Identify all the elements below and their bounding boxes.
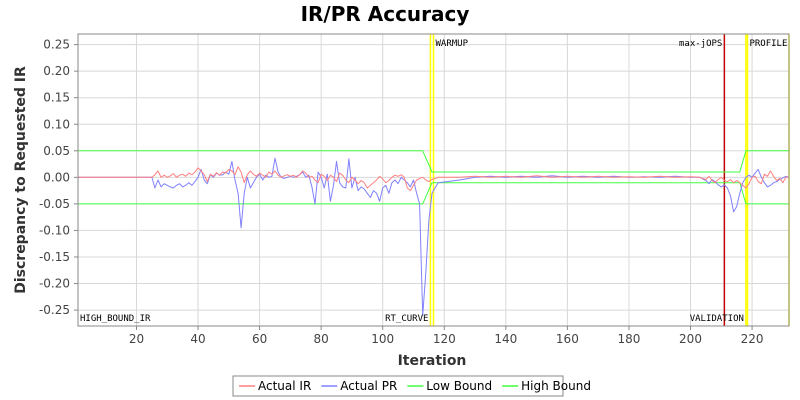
y-tick-label: 0.05 [43,144,70,158]
x-tick-label: 220 [741,332,764,346]
legend-label: Actual IR [258,379,311,393]
marker-label: RT_CURVE [385,314,428,324]
series-line [78,166,789,192]
x-tick-label: 20 [129,332,144,346]
y-tick-label: -0.05 [39,197,70,211]
series-line [78,150,789,173]
x-tick-label: 120 [433,332,456,346]
x-tick-label: 60 [252,332,267,346]
x-axis-label: Iteration [398,353,467,369]
marker-label: max-jOPS [679,39,722,49]
legend-box [232,375,564,397]
y-tick-label: 0.25 [43,38,70,52]
y-axis-label: Discrepancy to Requested IR [13,66,29,294]
x-tick-label: 200 [679,332,702,346]
y-tick-label: 0.15 [43,91,70,105]
legend-label: Actual PR [340,379,397,393]
corner-label: HIGH_BOUND_IR [80,314,151,324]
x-tick-label: 100 [371,332,394,346]
y-tick-label: -0.15 [39,250,70,264]
y-tick-label: 0.10 [43,117,70,131]
legend-label: Low Bound [426,379,492,393]
marker-label: PROFILE [749,39,787,49]
marker-label: WARMUP [436,39,469,49]
y-tick-label: -0.25 [39,303,70,317]
x-tick-label: 160 [556,332,579,346]
x-tick-label: 40 [190,332,205,346]
marker-label: VALIDATION [690,314,744,324]
plot-border [77,33,790,327]
series-line [78,182,789,205]
y-tick-label: 0.00 [43,170,70,184]
legend-label: High Bound [521,379,591,393]
x-tick-label: 80 [314,332,329,346]
x-tick-label: 140 [494,332,517,346]
chart-title: IR/PR Accuracy [301,2,470,26]
y-tick-label: -0.10 [39,223,70,237]
y-tick-label: -0.20 [39,277,70,291]
y-tick-label: 0.20 [43,64,70,78]
x-tick-label: 180 [617,332,640,346]
legend: Actual IR Actual PR Low Bound High Bound [232,375,591,397]
